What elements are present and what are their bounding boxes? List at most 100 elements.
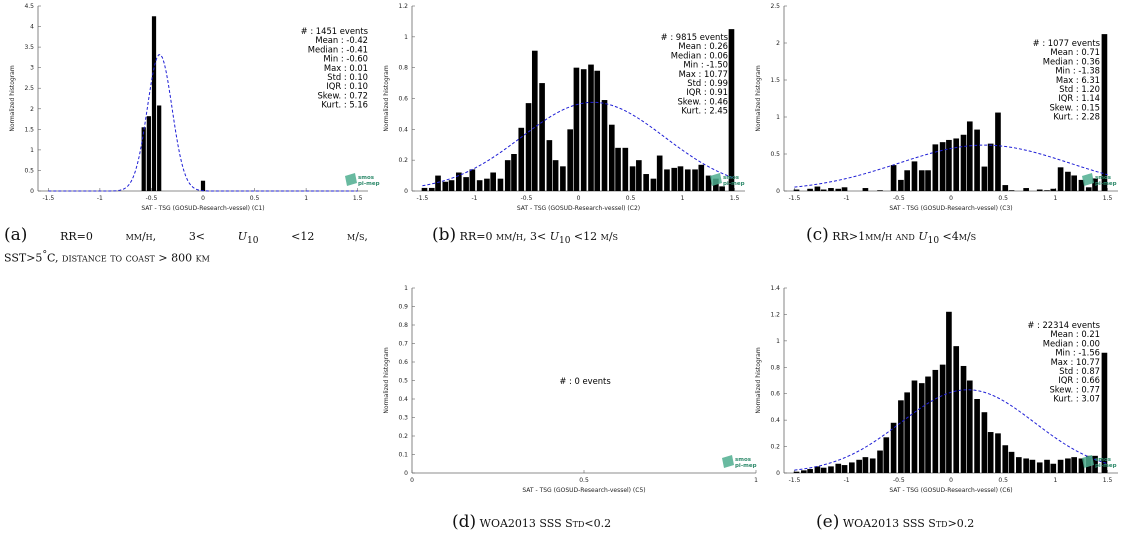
- caption-a-label: (a): [4, 225, 28, 245]
- x-tick-label: 1: [304, 195, 308, 202]
- caption-d-label: (d): [452, 512, 477, 532]
- histogram-bar: [1023, 458, 1029, 473]
- y-tick-label: 0.8: [770, 364, 780, 371]
- x-tick-label: 1: [1053, 477, 1057, 484]
- caption-a-degree: °: [42, 249, 48, 261]
- y-tick-label: 0: [404, 188, 408, 195]
- histogram-bar: [966, 121, 973, 191]
- x-axis-label: SAT - TSG (GOSUD-Research-vessel) (C5): [522, 487, 645, 494]
- histogram-bar: [987, 143, 994, 191]
- histogram-c6: -1.5 -1 -0.5 0 0.5 1 1.5 0 0.2 0.4 0.6 0.8 1 1.2 1.4 SA…: [755, 285, 1118, 494]
- histogram-bar: [629, 166, 636, 191]
- stats-line: Median : 0.36: [1043, 56, 1100, 66]
- histogram-bar: [1057, 459, 1064, 473]
- histogram-bar: [1050, 463, 1057, 473]
- histogram-bar: [925, 376, 931, 473]
- x-axis-label: SAT - TSG (GOSUD-Research-vessel) (C2): [517, 205, 640, 212]
- caption-a-word: 3<: [188, 230, 206, 243]
- y-axis-label: Normalized histogram: [755, 65, 762, 132]
- histogram-bar: [525, 103, 532, 191]
- histogram-bar: [442, 181, 449, 191]
- y-tick-label: 3: [30, 65, 34, 72]
- histogram-bar: [608, 124, 615, 191]
- logo-text: pi-mep: [723, 181, 745, 187]
- y-tick-label: 2.5: [770, 3, 780, 10]
- histogram-bar: [932, 144, 939, 191]
- histogram-bar: [793, 471, 800, 473]
- histogram-bar: [671, 167, 678, 191]
- caption-e-label: (e): [816, 512, 840, 532]
- stats-line: Max : 6.31: [1056, 75, 1100, 85]
- x-tick-label: -0.5: [521, 195, 533, 202]
- x-tick-label: 0: [201, 195, 205, 202]
- caption-e: (e) WOA2013 SSS Std>0.2: [816, 512, 974, 532]
- stats-line: Mean : -0.42: [315, 35, 368, 45]
- histogram-bar: [157, 105, 162, 191]
- histogram-bar: [918, 170, 925, 191]
- y-tick-label: 0.6: [770, 391, 780, 398]
- y-tick-label: 0: [776, 470, 780, 477]
- caption-c-sub: 10: [927, 236, 940, 247]
- y-tick-label: 0.7: [398, 341, 408, 348]
- caption-a-sst: SST>5: [4, 251, 43, 265]
- x-tick-label: 0.5: [626, 195, 636, 202]
- stats-line: Kurt. : 3.07: [1053, 394, 1100, 404]
- histogram-bar: [1008, 451, 1015, 473]
- histogram-bar: [1071, 457, 1077, 473]
- stats-line: Max : 0.01: [324, 63, 368, 73]
- x-tick-label: -1: [844, 195, 850, 202]
- y-tick-label: 0: [776, 188, 780, 195]
- histogram-bar: [684, 169, 691, 191]
- gaussian-fit-line: [794, 389, 1108, 471]
- histogram-bar: [588, 64, 594, 191]
- x-tick-label: 0: [949, 195, 953, 202]
- y-tick-label: 4.5: [24, 3, 34, 10]
- x-tick-label: 1.5: [353, 195, 363, 202]
- x-tick-label: -0.5: [146, 195, 158, 202]
- x-tick-label: 0.5: [250, 195, 260, 202]
- x-tick-label: 1.5: [1103, 195, 1113, 202]
- histogram-bar: [953, 346, 960, 473]
- histogram-bar: [911, 380, 918, 473]
- histogram-bar: [974, 129, 980, 191]
- histogram-bar: [146, 116, 151, 191]
- x-tick-label: -1.5: [42, 195, 54, 202]
- histogram-bar: [932, 369, 939, 473]
- y-tick-label: 0.4: [770, 417, 780, 424]
- histogram-bar: [995, 112, 1001, 191]
- stats-line: Max : 10.77: [679, 69, 728, 79]
- x-tick-label: 1: [1053, 195, 1057, 202]
- histogram-bar: [960, 134, 967, 191]
- stats-line: Kurt. : 5.16: [321, 100, 368, 110]
- stats-line: Std : 0.87: [1059, 366, 1100, 376]
- logo-text: smos: [1095, 457, 1112, 463]
- histogram-bar: [841, 465, 848, 473]
- histogram-bar: [835, 463, 842, 473]
- x-tick-label: 1.5: [1103, 477, 1113, 484]
- stats-line: Skew. : 0.46: [677, 96, 728, 106]
- caption-d-text: WOA2013 SSS Std<0.2: [479, 517, 612, 530]
- histogram-bar: [1002, 445, 1009, 473]
- histogram-bar: [946, 311, 952, 473]
- stats-line: Std : 0.10: [327, 72, 368, 82]
- histogram-bar: [531, 50, 538, 192]
- histogram-bar: [1071, 175, 1077, 191]
- stats-line: Max : 10.77: [1051, 357, 1100, 367]
- histogram-bar: [814, 466, 821, 473]
- logo-text: pi-mep: [1095, 463, 1117, 469]
- x-tick-label: 0: [410, 477, 414, 484]
- histogram-bar: [1050, 188, 1057, 191]
- logo-shape: [1082, 455, 1094, 468]
- panel-c1: -1.5 -1 -0.5 0 0.5 1 1.5 0 0.5 1 1.5 2 2.5 3 3.5 4 4.5 SA…: [0, 0, 380, 214]
- caption-b-u: U: [549, 230, 559, 243]
- histogram-bar: [643, 174, 649, 191]
- y-tick-label: 0.1: [398, 452, 408, 459]
- logo-text: pi-mep: [735, 463, 757, 469]
- histogram-bar: [807, 188, 813, 191]
- y-tick-label: 0.9: [398, 304, 408, 311]
- histogram-bar: [511, 154, 517, 191]
- stats-line: IQR : 0.91: [686, 87, 728, 97]
- y-axis-label: Normalized histogram: [383, 347, 390, 414]
- histogram-bar: [820, 189, 827, 191]
